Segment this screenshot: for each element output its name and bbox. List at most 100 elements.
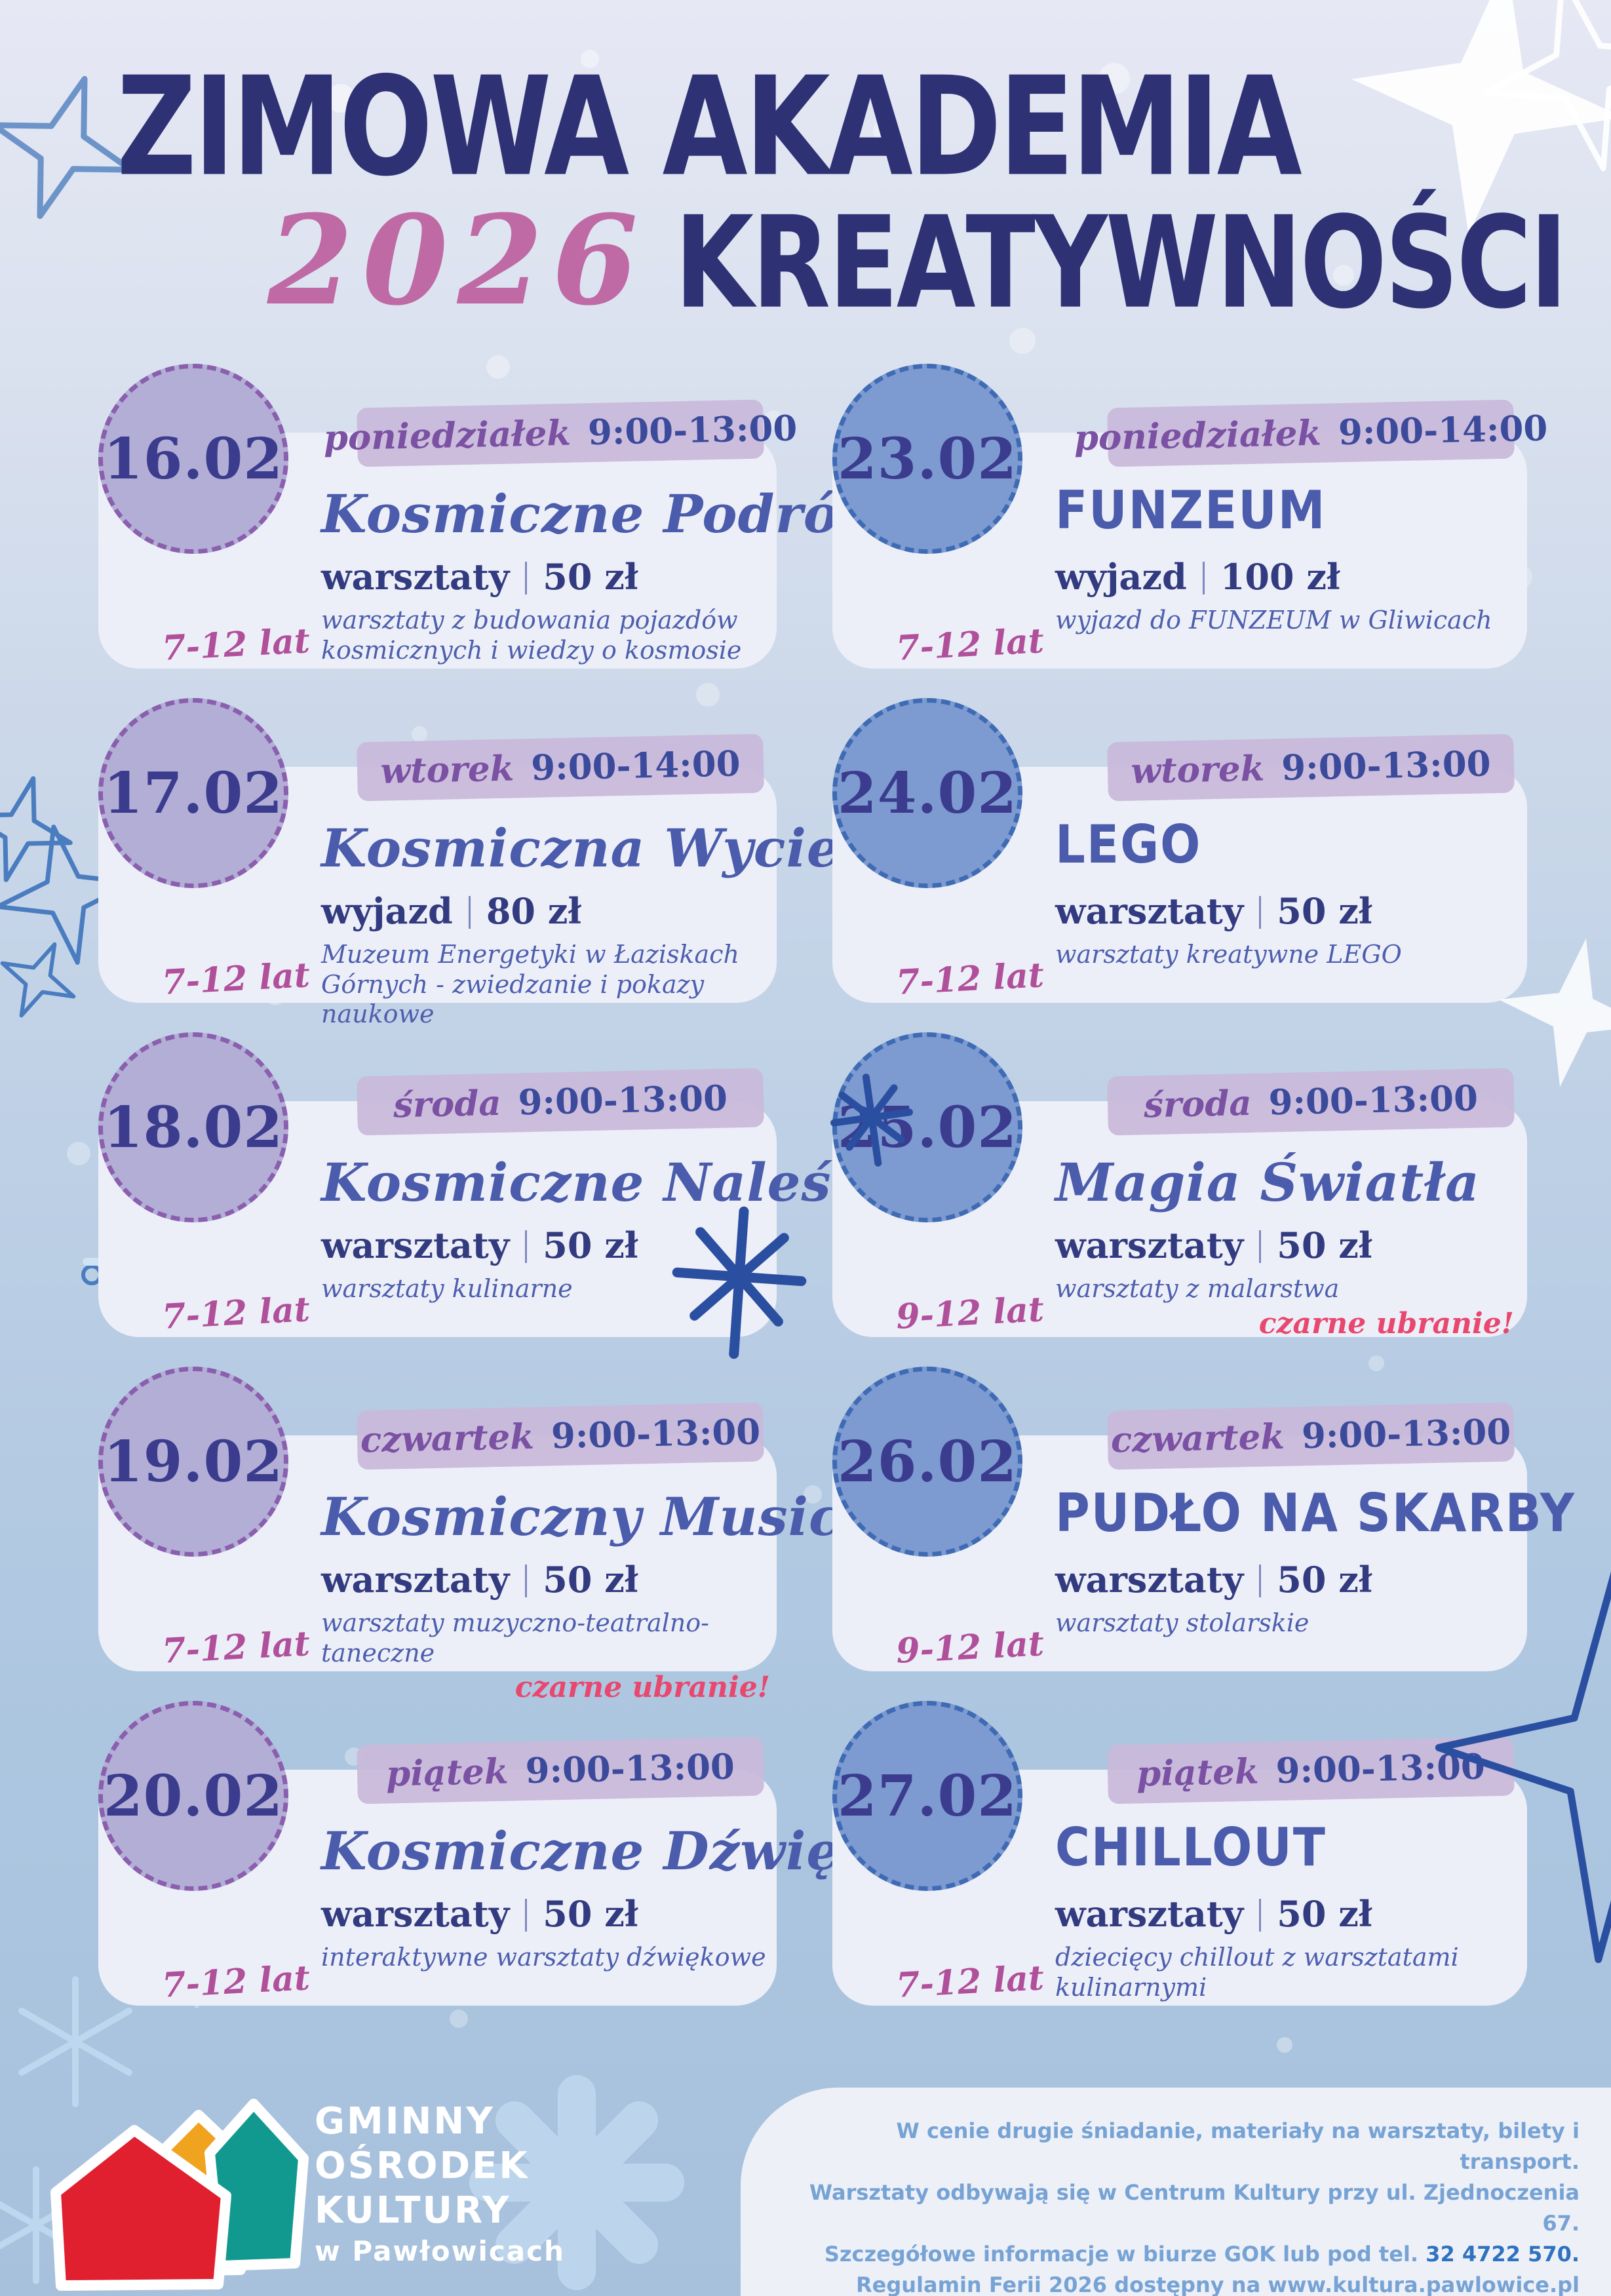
event-date-badge: 25.02 bbox=[832, 1032, 1022, 1222]
event-price: 100 zł bbox=[1220, 556, 1340, 598]
event-age-range: 7-12 lat bbox=[895, 955, 1045, 1003]
footer-phone-number: 32 4722 570. bbox=[1426, 2242, 1580, 2267]
event-date: 24.02 bbox=[837, 760, 1018, 827]
event-day: wtorek bbox=[379, 748, 514, 792]
event-description: warsztaty stolarskie bbox=[1055, 1608, 1310, 1637]
footer-contact-text: Szczegółowe informacje w biurze GOK lub … bbox=[824, 2242, 1426, 2267]
separator bbox=[525, 1565, 528, 1597]
event-panel: czwartek 9:00-13:00 Kosmiczny Musical wa… bbox=[98, 1402, 897, 1704]
event-price: 50 zł bbox=[543, 556, 638, 598]
event-date: 16.02 bbox=[103, 425, 284, 492]
event-meta: warsztaty 50 zł bbox=[321, 1559, 770, 1601]
event-meta: warsztaty 50 zł bbox=[1055, 890, 1521, 932]
event-note: czarne ubranie! bbox=[514, 1671, 770, 1705]
separator bbox=[525, 562, 528, 594]
event-age-range: 7-12 lat bbox=[895, 621, 1045, 669]
day-time-label: poniedziałek 9:00-13:00 bbox=[323, 399, 798, 467]
separator bbox=[525, 1230, 528, 1263]
event-date-badge: 24.02 bbox=[832, 698, 1022, 888]
event-description: warsztaty z malarstwa bbox=[1055, 1274, 1340, 1303]
event-type: warsztaty bbox=[1055, 1224, 1244, 1266]
event-title: Kosmiczny Musical bbox=[321, 1486, 897, 1547]
day-time-label: wtorek 9:00-13:00 bbox=[1107, 733, 1515, 802]
event-day: poniedziałek bbox=[1074, 412, 1322, 459]
day-time-label: środa 9:00-13:00 bbox=[1107, 1068, 1515, 1136]
event-title: LEGO bbox=[1055, 813, 1202, 876]
event-price: 50 zł bbox=[543, 1224, 638, 1266]
separator bbox=[1259, 1230, 1262, 1263]
event-age-range: 9-12 lat bbox=[895, 1624, 1045, 1671]
event-day: wtorek bbox=[1130, 748, 1265, 792]
event-time: 9:00-13:00 bbox=[1275, 1746, 1486, 1792]
footer-line: Warsztaty odbywają się w Centrum Kultury… bbox=[809, 2180, 1580, 2236]
gok-logo-line: w Pawłowicach bbox=[315, 2235, 565, 2267]
event-date-badge: 20.02 bbox=[98, 1701, 288, 1891]
event-age-range: 7-12 lat bbox=[895, 1958, 1045, 2006]
event-meta: wyjazd 100 zł bbox=[1055, 556, 1521, 598]
event-panel: poniedziałek 9:00-14:00 FUNZEUM wyjazd 10… bbox=[832, 399, 1548, 669]
event-price: 50 zł bbox=[543, 1893, 638, 1935]
event-note: czarne ubranie! bbox=[1258, 1306, 1514, 1340]
event-date-badge: 16.02 bbox=[98, 364, 288, 554]
event-day: środa bbox=[393, 1082, 502, 1126]
event-type: wyjazd bbox=[321, 890, 453, 932]
event-day: piątek bbox=[385, 1751, 509, 1795]
separator bbox=[1259, 896, 1262, 929]
event-title: Magia Światła bbox=[1055, 1152, 1480, 1213]
gok-logo-line: OŚRODEK bbox=[315, 2145, 530, 2187]
footer-panel bbox=[741, 2088, 1611, 2296]
event-time: 9:00-13:00 bbox=[1268, 1078, 1479, 1123]
event-time: 9:00-13:00 bbox=[551, 1411, 761, 1457]
event-time: 9:00-13:00 bbox=[587, 408, 798, 454]
event-price: 80 zł bbox=[486, 890, 582, 932]
footer-line: Szczegółowe informacje w biurze GOK lub … bbox=[780, 2239, 1580, 2270]
day-time-label: piątek 9:00-13:00 bbox=[1107, 1736, 1515, 1804]
event-day: czwartek bbox=[360, 1416, 535, 1461]
event-title: CHILLOUT bbox=[1055, 1816, 1327, 1878]
footer-info: W cenie drugie śniadanie, materiały na w… bbox=[780, 2116, 1580, 2296]
day-time-label: czwartek 9:00-13:00 bbox=[1107, 1402, 1515, 1470]
event-meta: warsztaty 50 zł bbox=[1055, 1224, 1521, 1266]
separator bbox=[468, 896, 471, 929]
event-price: 50 zł bbox=[1277, 1893, 1372, 1935]
event-date: 23.02 bbox=[837, 425, 1018, 492]
event-age-range: 9-12 lat bbox=[895, 1289, 1045, 1337]
event-age-range: 7-12 lat bbox=[161, 1958, 311, 2006]
event-title: FUNZEUM bbox=[1055, 479, 1327, 541]
event-title: PUDŁO NA SKARBY bbox=[1055, 1482, 1576, 1544]
event-day: czwartek bbox=[1110, 1416, 1285, 1461]
event-day: środa bbox=[1143, 1082, 1252, 1126]
event-date: 17.02 bbox=[103, 760, 284, 827]
event-description: Muzeum Energetyki w Łaziskach Górnych - … bbox=[321, 940, 739, 1029]
gok-logo-line: KULTURY bbox=[315, 2189, 511, 2232]
event-date: 26.02 bbox=[837, 1428, 1018, 1495]
gok-logo: GMINNY OŚRODEK KULTURY w Pawłowicach bbox=[36, 2094, 626, 2291]
footer-line: Regulamin Ferii 2026 dostępny na www.kul… bbox=[856, 2272, 1580, 2296]
gok-logo-houses-icon bbox=[50, 2099, 309, 2291]
event-date: 19.02 bbox=[103, 1428, 284, 1495]
event-date-badge: 23.02 bbox=[832, 364, 1022, 554]
day-time-label: czwartek 9:00-13:00 bbox=[357, 1402, 764, 1470]
gok-logo-text: GMINNY OŚRODEK KULTURY w Pawłowicach bbox=[315, 2099, 565, 2270]
event-age-range: 7-12 lat bbox=[161, 1624, 311, 1671]
poster-year: 2026 bbox=[267, 188, 648, 333]
event-date: 20.02 bbox=[103, 1762, 284, 1829]
event-time: 9:00-13:00 bbox=[1301, 1411, 1511, 1457]
event-description: warsztaty kreatywne LEGO bbox=[1055, 940, 1402, 969]
event-time: 9:00-13:00 bbox=[1281, 743, 1492, 788]
event-date-badge: 19.02 bbox=[98, 1367, 288, 1557]
event-price: 50 zł bbox=[543, 1559, 638, 1601]
event-type: warsztaty bbox=[1055, 890, 1244, 932]
event-description: warsztaty kulinarne bbox=[321, 1274, 573, 1303]
event-time: 9:00-14:00 bbox=[1338, 408, 1548, 454]
event-date-badge: 27.02 bbox=[832, 1701, 1022, 1891]
separator bbox=[1259, 1899, 1262, 1932]
event-time: 9:00-14:00 bbox=[530, 743, 741, 788]
event-meta: warsztaty 50 zł bbox=[321, 556, 770, 598]
poster-title-line2: 2026 KREATYWNOŚCI bbox=[267, 188, 1568, 337]
event-type: warsztaty bbox=[321, 556, 510, 598]
event-price: 50 zł bbox=[1277, 1559, 1372, 1601]
event-age-range: 7-12 lat bbox=[161, 955, 311, 1003]
event-title: Kosmiczne Podróże bbox=[321, 483, 904, 545]
event-description: dziecięcy chillout z warsztatami kulinar… bbox=[1055, 1943, 1459, 2002]
